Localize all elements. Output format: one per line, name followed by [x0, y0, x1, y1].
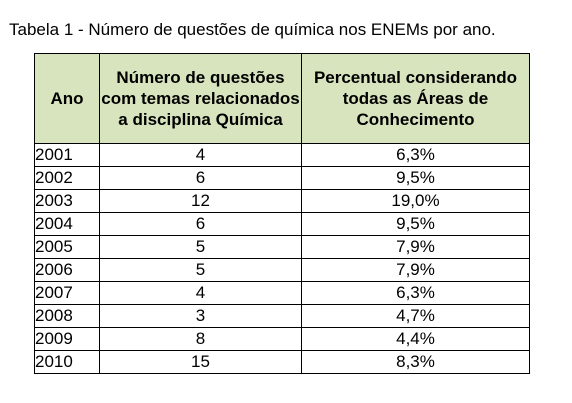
header-year: Ano [34, 53, 100, 144]
table-row: 2003 12 19,0% [34, 189, 530, 213]
cell-percent: 9,5% [301, 166, 530, 190]
cell-percent: 7,9% [301, 258, 530, 282]
cell-percent: 6,3% [301, 281, 530, 305]
cell-count: 6 [99, 166, 302, 190]
table-row: 2002 6 9,5% [34, 166, 530, 190]
cell-year: 2007 [34, 281, 100, 305]
enem-chemistry-table: Ano Número de questões com temas relacio… [34, 53, 530, 374]
table-caption: Tabela 1 - Número de questões de química… [9, 20, 496, 39]
cell-count: 12 [99, 189, 302, 213]
cell-year: 2008 [34, 304, 100, 328]
table-row: 2001 4 6,3% [34, 143, 530, 167]
cell-year: 2003 [34, 189, 100, 213]
cell-percent: 7,9% [301, 235, 530, 259]
cell-count: 8 [99, 327, 302, 351]
cell-count: 5 [99, 258, 302, 282]
cell-year: 2002 [34, 166, 100, 190]
cell-percent: 19,0% [301, 189, 530, 213]
cell-percent: 6,3% [301, 143, 530, 167]
cell-year: 2009 [34, 327, 100, 351]
cell-year: 2004 [34, 212, 100, 236]
cell-count: 6 [99, 212, 302, 236]
table-row: 2010 15 8,3% [34, 350, 530, 374]
cell-percent: 4,7% [301, 304, 530, 328]
table-row: 2005 5 7,9% [34, 235, 530, 259]
table-row: 2009 8 4,4% [34, 327, 530, 351]
table-header-row: Ano Número de questões com temas relacio… [34, 53, 530, 144]
cell-percent: 4,4% [301, 327, 530, 351]
cell-year: 2010 [34, 350, 100, 374]
header-question-count: Número de questões com temas relacionado… [99, 53, 302, 144]
table-row: 2004 6 9,5% [34, 212, 530, 236]
cell-year: 2006 [34, 258, 100, 282]
cell-count: 5 [99, 235, 302, 259]
header-percentage: Percentual considerando todas as Áreas d… [301, 53, 530, 144]
cell-count: 4 [99, 143, 302, 167]
table-row: 2007 4 6,3% [34, 281, 530, 305]
table-row: 2006 5 7,9% [34, 258, 530, 282]
cell-count: 4 [99, 281, 302, 305]
cell-year: 2001 [34, 143, 100, 167]
cell-percent: 8,3% [301, 350, 530, 374]
table-row: 2008 3 4,7% [34, 304, 530, 328]
cell-count: 15 [99, 350, 302, 374]
cell-percent: 9,5% [301, 212, 530, 236]
cell-count: 3 [99, 304, 302, 328]
cell-year: 2005 [34, 235, 100, 259]
